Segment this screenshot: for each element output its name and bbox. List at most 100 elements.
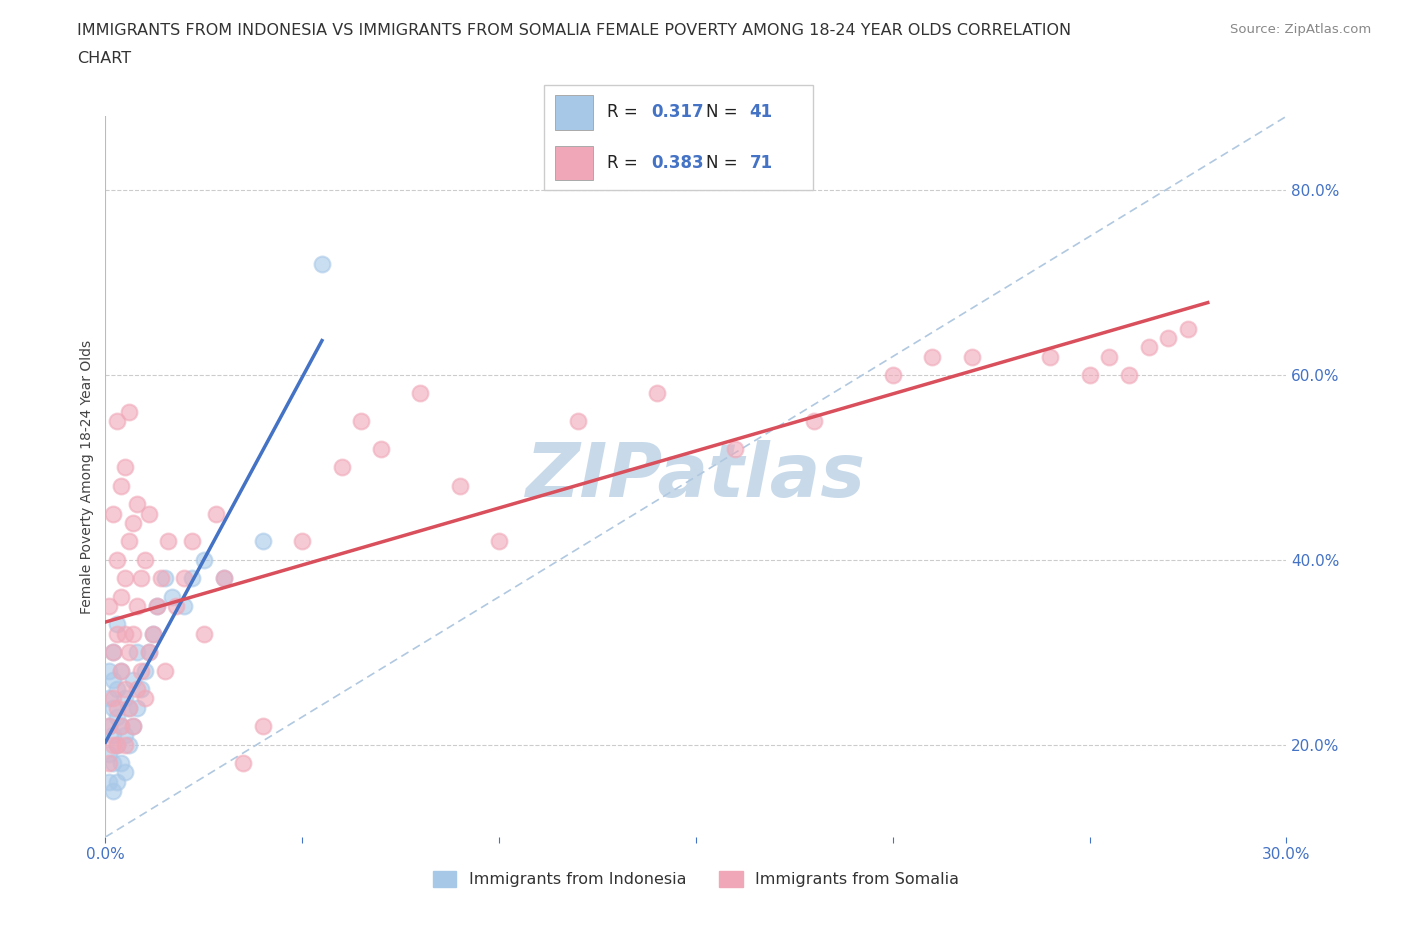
Point [181,571,204,586]
Point [153,663,176,678]
Point [125,599,148,614]
Point [114,682,136,697]
Point [118,700,141,715]
Point [567,414,589,429]
Point [1118,367,1140,382]
Point [98,599,121,614]
Point [212,571,235,586]
Point [98,756,121,771]
Point [645,386,668,401]
Point [122,515,145,530]
Point [138,644,160,659]
Point [105,414,128,429]
Point [125,644,148,659]
Point [103,783,125,798]
Point [122,719,145,734]
Point [350,414,373,429]
Point [882,367,904,382]
Point [118,700,141,715]
Point [142,626,165,641]
Text: CHART: CHART [77,51,131,66]
Point [252,719,274,734]
Point [1177,322,1199,337]
Point [98,719,121,734]
Point [122,626,145,641]
Point [129,663,152,678]
Point [114,764,136,779]
Point [105,774,128,789]
Point [122,719,145,734]
Point [125,682,148,697]
Point [449,478,471,493]
Y-axis label: Female Poverty Among 18-24 Year Olds: Female Poverty Among 18-24 Year Olds [80,339,94,614]
Point [114,626,136,641]
FancyBboxPatch shape [544,85,813,190]
Point [173,599,195,614]
Point [98,663,121,678]
Point [103,728,125,743]
Point [114,571,136,586]
Point [1078,367,1101,382]
Point [181,534,204,549]
FancyBboxPatch shape [555,146,593,180]
Point [110,756,132,771]
Point [145,599,167,614]
Text: ZIPatlas: ZIPatlas [526,440,866,513]
Point [157,534,180,549]
Text: N =: N = [706,102,742,121]
Point [110,590,132,604]
Point [118,534,141,549]
Point [488,534,510,549]
Text: R =: R = [607,153,643,172]
Point [291,534,314,549]
Point [1137,339,1160,354]
Point [330,460,353,475]
Point [103,756,125,771]
Text: IMMIGRANTS FROM INDONESIA VS IMMIGRANTS FROM SOMALIA FEMALE POVERTY AMONG 18-24 : IMMIGRANTS FROM INDONESIA VS IMMIGRANTS … [77,23,1071,38]
Point [960,349,983,364]
Point [103,672,125,687]
Text: N =: N = [706,153,742,172]
Point [105,700,128,715]
Point [118,737,141,752]
Point [142,626,165,641]
Point [98,719,121,734]
Point [129,682,152,697]
Point [145,599,167,614]
Point [105,737,128,752]
Point [149,571,172,586]
Point [921,349,943,364]
Point [212,571,235,586]
Point [1098,349,1121,364]
Text: 0.383: 0.383 [651,153,703,172]
Point [114,691,136,706]
Point [724,442,747,457]
Point [134,691,156,706]
Point [173,571,195,586]
Point [165,599,187,614]
Point [125,700,148,715]
Point [134,552,156,567]
Point [122,672,145,687]
Point [98,691,121,706]
Point [125,497,148,512]
Point [105,737,128,752]
Point [105,552,128,567]
Text: R =: R = [607,102,643,121]
Point [118,405,141,419]
Point [114,737,136,752]
Point [311,257,333,272]
Point [118,644,141,659]
Point [103,506,125,521]
Point [129,571,152,586]
Point [98,747,121,762]
Point [138,506,160,521]
Text: Source: ZipAtlas.com: Source: ZipAtlas.com [1230,23,1371,36]
Point [153,571,176,586]
Point [103,691,125,706]
Point [110,719,132,734]
Text: 0.317: 0.317 [651,102,703,121]
Point [138,644,160,659]
Point [110,478,132,493]
Point [103,737,125,752]
